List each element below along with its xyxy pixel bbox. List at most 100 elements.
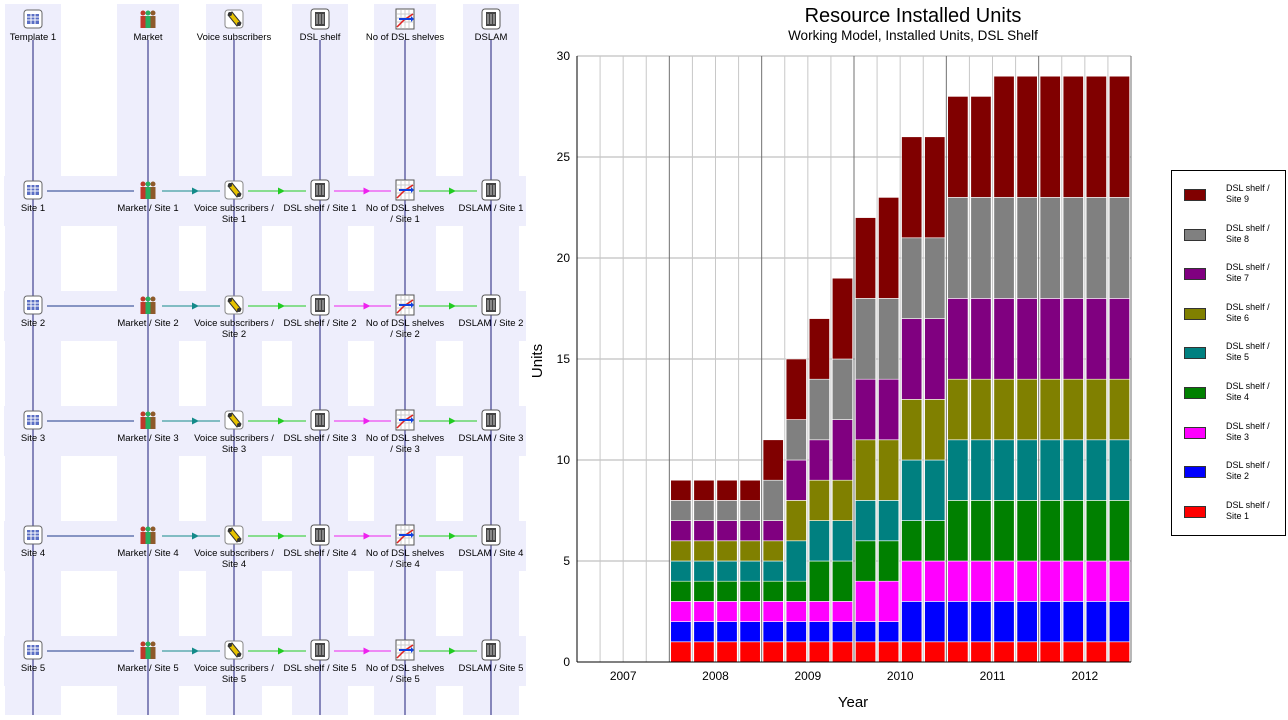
bar-segment-site-7 [993,298,1015,380]
flow-arrow-icon [192,647,199,655]
bar-segment-site-7 [762,520,784,542]
site-node-shelf[interactable]: DSL shelf / Site 5 [280,639,360,674]
site-node-template[interactable]: Site 3 [0,409,73,444]
node-label: Market [133,32,163,43]
bar-segment-site-4 [878,540,900,582]
legend-label: DSL shelf / Site 6 [1226,301,1270,323]
site-node-voice[interactable]: Voice subscribers / Site 5 [194,639,274,685]
site-node-market[interactable]: Market / Site 5 [108,639,188,674]
bar-segment-site-1 [693,641,715,663]
bar-segment-site-3 [947,560,969,602]
bar-segment-site-6 [762,540,784,562]
site-node-voice[interactable]: Voice subscribers / Site 3 [194,409,274,455]
site-node-dslam[interactable]: DSLAM / Site 4 [451,524,530,559]
bar-segment-site-5 [901,459,923,521]
site-node-count[interactable]: No of DSL shelves / Site 3 [365,409,445,455]
node-label: DSLAM / Site 3 [458,433,524,444]
site-node-market[interactable]: Market / Site 3 [108,409,188,444]
bar-segment-site-2 [878,621,900,643]
site-node-dslam[interactable]: DSLAM / Site 1 [451,179,530,214]
site-node-count[interactable]: No of DSL shelves / Site 2 [365,294,445,340]
bar-segment-site-8 [693,500,715,521]
node-label: DSL shelf / Site 5 [283,663,357,674]
bar-segment-site-3 [993,560,1015,602]
flow-arrow-icon [278,302,285,310]
bar-segment-site-8 [739,500,761,521]
site-node-dslam[interactable]: DSLAM / Site 3 [451,409,530,444]
bar-segment-site-9 [739,479,761,501]
bar-segment-site-3 [1109,560,1130,602]
graph-icon [394,294,416,316]
bar-segment-site-1 [832,641,853,663]
site-node-shelf[interactable]: DSL shelf / Site 3 [280,409,360,444]
people-icon [137,8,159,30]
bar-segment-site-5 [670,560,692,582]
site-node-count[interactable]: No of DSL shelves / Site 4 [365,524,445,570]
header-node-market[interactable]: Market [108,8,188,43]
chart-subtitle: Working Model, Installed Units, DSL Shel… [788,28,1038,43]
bar-segment-site-7 [693,520,715,542]
site-node-voice[interactable]: Voice subscribers / Site 2 [194,294,274,340]
site-node-shelf[interactable]: DSL shelf / Site 2 [280,294,360,329]
people-icon [137,639,159,661]
bar-segment-site-8 [785,419,807,461]
header-node-dslam[interactable]: DSLAM [451,8,530,43]
bar-segment-site-5 [693,560,715,582]
site-node-dslam[interactable]: DSLAM / Site 2 [451,294,530,329]
bar-segment-site-3 [924,560,946,602]
site-node-market[interactable]: Market / Site 1 [108,179,188,214]
node-label: No of DSL shelves [365,32,445,43]
node-label: Market / Site 4 [117,548,179,559]
node-label: Voice subscribers [196,32,272,43]
site-node-voice[interactable]: Voice subscribers / Site 1 [194,179,274,225]
site-node-voice[interactable]: Voice subscribers / Site 4 [194,524,274,570]
node-label: Site 3 [20,433,46,444]
x-tick-label: 2011 [980,669,1006,683]
bar-segment-site-5 [1085,439,1107,501]
template-icon [22,179,44,201]
bar-segment-site-1 [901,641,923,663]
site-node-count[interactable]: No of DSL shelves / Site 5 [365,639,445,685]
template-icon [22,409,44,431]
bar-segment-site-1 [970,641,992,663]
flow-arrow-icon [363,187,371,195]
site-node-template[interactable]: Site 4 [0,524,73,559]
shelf-icon [309,294,331,316]
bar-segment-site-4 [808,560,830,602]
bar-segment-site-1 [1039,641,1061,663]
bar-segment-site-7 [832,419,853,481]
bar-segment-site-6 [855,439,876,501]
bar-segment-site-9 [762,439,784,481]
flow-arrow-icon [449,647,456,655]
y-tick-label: 15 [557,352,571,366]
legend-item: DSL shelf / Site 7 [1182,262,1282,292]
site-node-market[interactable]: Market / Site 4 [108,524,188,559]
bar-segment-site-2 [855,621,876,643]
site-node-template[interactable]: Site 2 [0,294,73,329]
legend-swatch [1184,307,1206,320]
bar-segment-site-6 [1062,378,1084,441]
site-node-shelf[interactable]: DSL shelf / Site 1 [280,179,360,214]
graph-icon [394,8,416,30]
site-node-count[interactable]: No of DSL shelves / Site 1 [365,179,445,225]
site-node-market[interactable]: Market / Site 2 [108,294,188,329]
bar-segment-site-8 [808,378,830,441]
phone-icon [223,294,245,316]
node-label: DSLAM / Site 2 [458,318,524,329]
site-node-template[interactable]: Site 5 [0,639,73,674]
bar-segment-site-7 [901,318,923,400]
bar-segment-site-9 [785,358,807,420]
phone-icon [223,8,245,30]
header-node-count[interactable]: No of DSL shelves [365,8,445,43]
site-node-shelf[interactable]: DSL shelf / Site 4 [280,524,360,559]
bar-segment-site-4 [670,580,692,602]
bar-segment-site-8 [1062,197,1084,299]
header-node-template[interactable]: Template 1 [0,8,73,43]
header-node-shelf[interactable]: DSL shelf [280,8,360,43]
site-node-dslam[interactable]: DSLAM / Site 5 [451,639,530,674]
site-node-template[interactable]: Site 1 [0,179,73,214]
legend-item: DSL shelf / Site 9 [1182,183,1282,213]
bar-segment-site-9 [1109,75,1130,198]
header-node-voice[interactable]: Voice subscribers [194,8,274,43]
bar-segment-site-4 [901,520,923,562]
